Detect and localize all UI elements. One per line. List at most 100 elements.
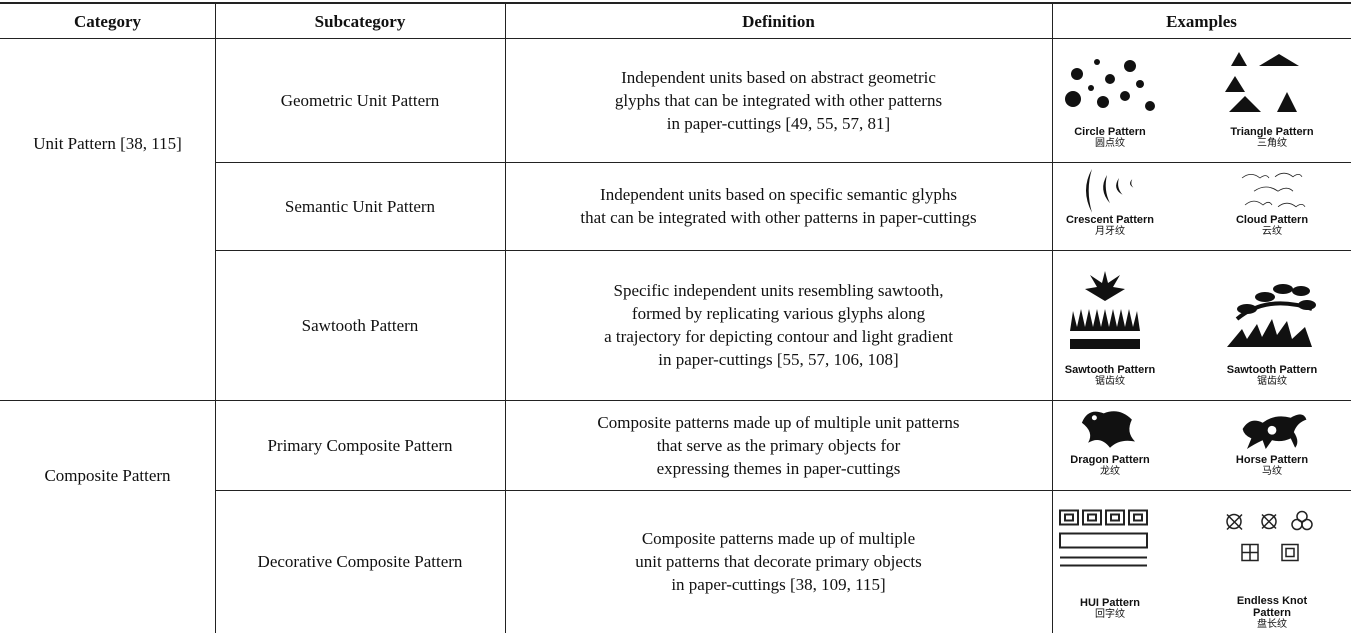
icon-shape — [1081, 411, 1135, 448]
definition-line: that can be integrated with other patter… — [580, 208, 977, 227]
icon-shape — [1097, 96, 1109, 108]
icon-shape — [1088, 85, 1094, 91]
icon-shape — [1261, 513, 1277, 530]
definition-line: in paper-cuttings [49, 55, 57, 81] — [666, 113, 891, 133]
icon-shape — [1070, 271, 1140, 349]
icon-shape — [1130, 179, 1134, 188]
subcategory-cell: Decorative Composite Pattern — [257, 552, 463, 571]
icon-shape — [1105, 509, 1125, 526]
icon-shape — [1225, 52, 1299, 112]
example-chinese: 三角纹 — [1257, 138, 1287, 149]
example-icon — [1227, 284, 1316, 347]
icon-shape — [1274, 172, 1303, 178]
example-chinese: 圆点纹 — [1095, 138, 1125, 149]
row-rule — [215, 490, 1351, 491]
icon-shape — [1086, 169, 1134, 213]
definition-cell: Independent units based on specific sema… — [505, 162, 1052, 250]
icon-shape — [1120, 91, 1130, 101]
definition-line: Independent units based on specific sema… — [600, 185, 957, 204]
icon-shape — [1116, 178, 1123, 195]
icon-shape — [1229, 96, 1261, 112]
example-name: Endless Knot Pattern — [1236, 595, 1308, 619]
icon-shape — [1087, 513, 1097, 522]
definition-cell: Independent units based on abstract geom… — [505, 38, 1052, 162]
definition-line: in paper-cuttings [38, 109, 115] — [671, 575, 886, 594]
icon-shape — [1086, 169, 1092, 213]
example-name: Sawtooth Pattern — [1226, 364, 1318, 376]
definition-line: that serve as the primary objects for — [656, 435, 901, 455]
icon-shape — [1065, 59, 1155, 111]
example: Triangle Pattern 三角纹 — [1212, 42, 1332, 160]
definition-line: glyphs that can be integrated with other… — [614, 90, 943, 110]
example-chinese: 龙纹 — [1100, 466, 1120, 477]
example-chinese: 回字纹 — [1095, 609, 1125, 620]
row-rule — [215, 250, 1351, 251]
icon-shape — [1070, 339, 1140, 349]
example: Endless Knot Pattern 盘长纹 — [1212, 494, 1332, 631]
example-name: Sawtooth Pattern — [1064, 364, 1156, 376]
definition-line: a trajectory for depicting contour and l… — [604, 327, 953, 346]
category-cell: Unit Pattern [38, 115] — [33, 133, 182, 153]
example-name: Horse Pattern — [1235, 454, 1309, 466]
subcategory-cell: Geometric Unit Pattern — [280, 90, 440, 110]
icon-shape — [1242, 544, 1258, 561]
example-icon — [1059, 509, 1148, 567]
definition-cell: Composite patterns made up of multiple u… — [505, 400, 1052, 490]
icon-shape — [1064, 513, 1074, 522]
column-rule — [1052, 3, 1053, 633]
category-cell: Composite Pattern — [44, 465, 171, 485]
icon-shape — [1255, 292, 1275, 302]
example: Sawtooth Pattern 锯齿纹 — [1050, 254, 1170, 398]
example-icon — [1081, 411, 1135, 448]
icon-shape — [1085, 271, 1125, 301]
example-name: HUI Pattern — [1080, 597, 1140, 609]
icon-shape — [1241, 172, 1306, 208]
example-icon — [1070, 271, 1140, 349]
definition-line: formed by replicating various glyphs alo… — [631, 304, 926, 323]
icon-shape — [1136, 80, 1144, 88]
example-chinese: 云纹 — [1262, 226, 1282, 237]
header-cell: Category — [73, 11, 142, 31]
icon-shape — [1070, 309, 1140, 331]
group-rule — [0, 400, 1351, 401]
icon-shape — [1244, 200, 1273, 206]
icon-shape — [1227, 284, 1316, 347]
example-icon — [1086, 169, 1134, 213]
example-name: Cloud Pattern — [1235, 214, 1309, 226]
definition-line: unit patterns that decorate primary obje… — [635, 552, 922, 571]
subcategory-cell: Sawtooth Pattern — [301, 315, 419, 335]
icon-shape — [1235, 301, 1313, 321]
icon-shape — [1281, 543, 1299, 562]
example: Horse Pattern 马纹 — [1212, 404, 1332, 488]
example-name: Crescent Pattern — [1065, 214, 1155, 226]
icon-shape — [1060, 556, 1147, 567]
icon-shape — [1082, 509, 1102, 526]
definition-line: Composite patterns made up of multiple — [641, 529, 916, 548]
icon-shape — [1071, 68, 1083, 80]
icon-shape — [1065, 91, 1081, 107]
icon-shape — [1128, 509, 1148, 526]
example-icon — [1242, 414, 1307, 449]
example: Sawtooth Pattern 锯齿纹 — [1212, 254, 1332, 398]
example-icon — [1226, 510, 1313, 562]
example-icon — [1241, 172, 1306, 208]
icon-shape — [1227, 319, 1312, 347]
example: HUI Pattern 回字纹 — [1050, 494, 1170, 631]
icon-shape — [1253, 186, 1294, 192]
row-rule — [215, 162, 1351, 163]
example-chinese: 锯齿纹 — [1095, 376, 1125, 387]
example-name: Circle Pattern — [1074, 126, 1146, 138]
subcategory-cell: Primary Composite Pattern — [267, 435, 453, 455]
example: Dragon Pattern 龙纹 — [1050, 404, 1170, 488]
icon-shape — [1267, 425, 1277, 435]
definition-line: expressing themes in paper-cuttings — [656, 458, 901, 478]
example-icon — [1065, 59, 1155, 111]
header-cell: Subcategory — [314, 11, 406, 31]
icon-shape — [1231, 52, 1247, 66]
icon-shape — [1226, 510, 1313, 562]
definition-line: Specific independent units resembling sa… — [613, 281, 944, 300]
icon-shape — [1225, 76, 1245, 92]
icon-shape — [1059, 509, 1148, 567]
icon-shape — [1091, 415, 1097, 421]
